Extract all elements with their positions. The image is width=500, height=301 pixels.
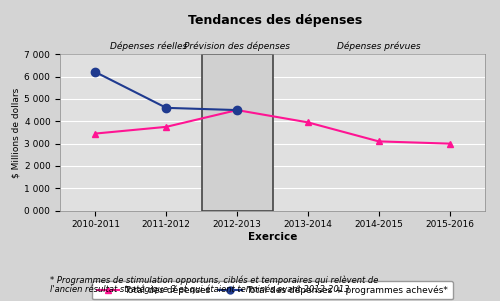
- Y-axis label: $ Millions de dollars: $ Millions de dollars: [11, 87, 20, 178]
- Text: Prévision des dépenses: Prévision des dépenses: [184, 42, 290, 51]
- Text: Dépenses réelles: Dépenses réelles: [110, 42, 187, 51]
- Text: Dépenses prévues: Dépenses prévues: [337, 42, 420, 51]
- Bar: [202, 54, 272, 211]
- Text: l'ancien résultat stratégique 3 et qui étaient terminés avant 2012-2013: l'ancien résultat stratégique 3 et qui é…: [50, 284, 350, 294]
- Legend: Total des dépenses, Total des dépenses + programmes achevés*: Total des dépenses, Total des dépenses +…: [92, 281, 452, 299]
- Text: Tendances des dépenses: Tendances des dépenses: [188, 14, 362, 26]
- Text: * Programmes de stimulation opportuns, ciblés et temporaires qui relèvent de: * Programmes de stimulation opportuns, c…: [50, 275, 378, 285]
- X-axis label: Exercice: Exercice: [248, 232, 297, 242]
